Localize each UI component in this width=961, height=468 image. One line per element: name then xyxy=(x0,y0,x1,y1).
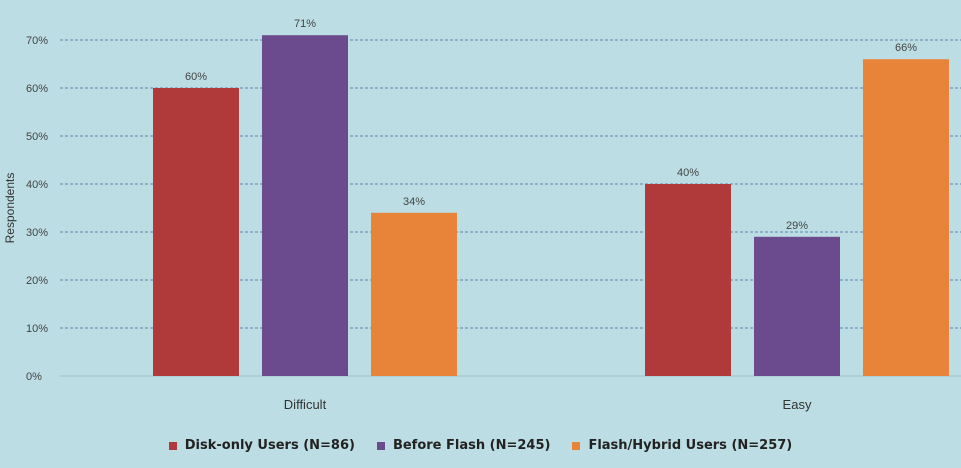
data-label: 34% xyxy=(403,196,425,208)
data-label: 29% xyxy=(786,220,808,232)
data-label: 40% xyxy=(677,167,699,179)
bar xyxy=(262,35,348,376)
category-label: Easy xyxy=(783,397,812,412)
category-label: Difficult xyxy=(284,397,327,412)
legend-swatch xyxy=(572,441,581,450)
y-tick-label: 20% xyxy=(26,275,48,287)
y-tick-label: 50% xyxy=(26,131,48,143)
data-label: 66% xyxy=(895,42,917,54)
y-axis-label: Respondents xyxy=(3,173,17,244)
legend-item-flash-hybrid: Flash/Hybrid Users (N=257) xyxy=(572,438,792,453)
legend-label: Disk-only Users (N=86) xyxy=(184,438,355,453)
y-tick-label: 10% xyxy=(26,323,48,335)
y-tick-label: 60% xyxy=(26,83,48,95)
legend-label: Before Flash (N=245) xyxy=(392,438,551,453)
legend-label: Flash/Hybrid Users (N=257) xyxy=(588,438,793,453)
bar xyxy=(645,184,731,376)
y-tick-label: 0% xyxy=(26,371,42,383)
y-tick-label: 30% xyxy=(26,227,48,239)
bar xyxy=(153,88,239,376)
legend: Disk-only Users (N=86) Before Flash (N=2… xyxy=(0,438,961,453)
data-label: 71% xyxy=(294,18,316,30)
legend-swatch xyxy=(376,441,385,450)
y-tick-label: 70% xyxy=(26,35,48,47)
y-tick-label: 40% xyxy=(26,179,48,191)
bar xyxy=(371,212,457,376)
bar xyxy=(863,59,949,376)
data-label: 60% xyxy=(185,71,207,83)
legend-item-before-flash: Before Flash (N=245) xyxy=(376,438,551,453)
legend-item-disk-only: Disk-only Users (N=86) xyxy=(168,438,355,453)
bar xyxy=(754,236,840,376)
legend-swatch xyxy=(168,441,177,450)
